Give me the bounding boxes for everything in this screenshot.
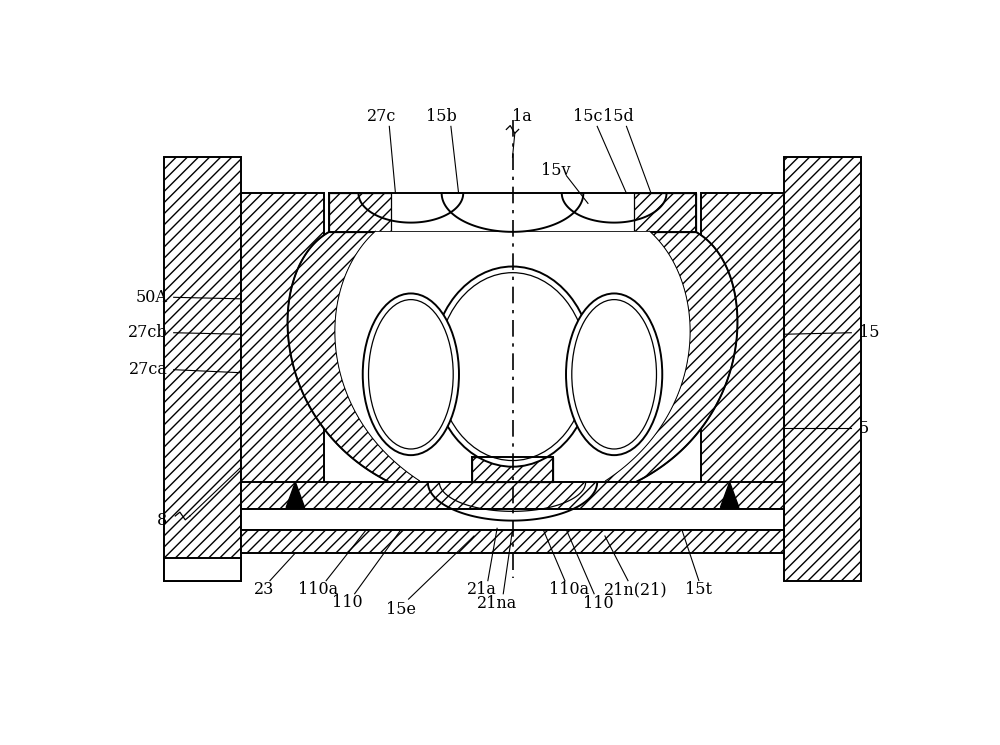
Text: 21a: 21a	[467, 581, 497, 598]
Polygon shape	[559, 232, 737, 482]
Text: 15e: 15e	[386, 600, 416, 618]
Polygon shape	[784, 157, 861, 580]
Ellipse shape	[432, 267, 593, 466]
Text: 21n(21): 21n(21)	[604, 581, 668, 598]
Polygon shape	[701, 194, 784, 528]
Text: 110: 110	[583, 595, 614, 612]
Text: 110: 110	[332, 595, 362, 612]
Text: 21na: 21na	[477, 595, 517, 612]
Text: 15v: 15v	[541, 162, 570, 179]
Text: 27cb: 27cb	[128, 324, 168, 341]
Polygon shape	[391, 194, 634, 232]
Text: 5: 5	[859, 419, 869, 437]
Text: 1a: 1a	[512, 108, 532, 125]
Ellipse shape	[566, 294, 662, 455]
Text: 110a: 110a	[298, 581, 339, 598]
Polygon shape	[335, 232, 690, 481]
Polygon shape	[329, 194, 391, 232]
Text: 15d: 15d	[603, 108, 634, 125]
Text: 50A: 50A	[136, 289, 168, 305]
Text: 27c: 27c	[367, 108, 396, 125]
Polygon shape	[288, 232, 466, 482]
Text: 15b: 15b	[426, 108, 457, 125]
Text: 15: 15	[859, 324, 880, 341]
Text: 23: 23	[254, 581, 275, 598]
Polygon shape	[241, 194, 324, 528]
Polygon shape	[241, 530, 784, 553]
Polygon shape	[472, 457, 553, 482]
Polygon shape	[164, 157, 241, 580]
Text: 15c: 15c	[573, 108, 603, 125]
Polygon shape	[241, 482, 784, 509]
Ellipse shape	[363, 294, 459, 455]
Text: 8: 8	[157, 512, 168, 529]
Text: 27ca: 27ca	[129, 361, 168, 378]
Polygon shape	[164, 557, 241, 580]
Polygon shape	[241, 509, 784, 530]
Text: 110a: 110a	[549, 581, 590, 598]
Polygon shape	[634, 194, 696, 232]
Polygon shape	[720, 482, 739, 507]
Polygon shape	[286, 482, 305, 507]
Text: 15t: 15t	[685, 581, 712, 598]
